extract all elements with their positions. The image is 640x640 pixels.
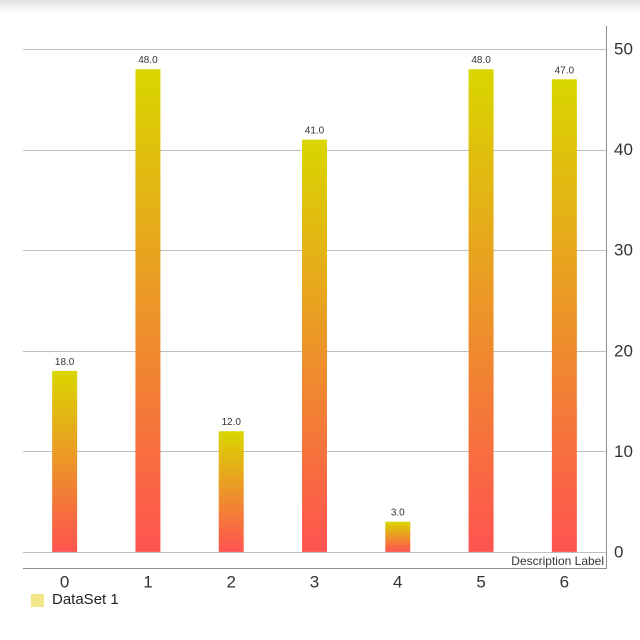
app-bar-shadow	[0, 0, 640, 14]
value-label: 47.0	[555, 65, 575, 76]
x-tick-label: 4	[393, 573, 402, 592]
value-label: 12.0	[221, 417, 241, 428]
y-tick-label: 30	[614, 241, 633, 260]
bar[interactable]	[135, 69, 161, 552]
value-label: 41.0	[305, 126, 325, 137]
legend-label: DataSet 1	[52, 591, 119, 608]
y-tick-label: 0	[614, 542, 623, 561]
y-tick-label: 40	[614, 140, 633, 159]
x-tick-label: 2	[226, 573, 235, 592]
bar[interactable]	[385, 521, 411, 552]
x-axis-labels: 0 1 2 3 4 5 6	[60, 573, 569, 592]
value-label: 48.0	[471, 55, 491, 66]
x-tick-label: 3	[310, 573, 319, 592]
bar[interactable]	[218, 431, 244, 552]
value-label: 18.0	[55, 357, 75, 368]
value-labels: 18.0 48.0 12.0 41.0 3.0 48.0 47.0	[55, 55, 575, 519]
x-tick-label: 6	[560, 573, 569, 592]
value-label: 48.0	[138, 55, 158, 66]
bar[interactable]	[468, 69, 494, 552]
x-tick-label: 0	[60, 573, 69, 592]
bar-series	[52, 69, 577, 552]
x-tick-label: 1	[143, 573, 152, 592]
y-tick-label: 10	[614, 442, 633, 461]
axis-lines	[23, 26, 607, 569]
value-label: 3.0	[391, 508, 405, 519]
legend-swatch	[31, 593, 44, 607]
y-tick-label: 50	[614, 40, 633, 59]
bar[interactable]	[52, 370, 78, 552]
right-y-axis-labels: 0 10 20 30 40 50	[614, 40, 633, 562]
bar[interactable]	[551, 79, 577, 552]
y-tick-label: 20	[614, 341, 633, 360]
x-tick-label: 5	[476, 573, 485, 592]
legend: DataSet 1	[31, 592, 119, 608]
description-label: Description Label	[511, 554, 604, 568]
bar[interactable]	[302, 139, 327, 552]
